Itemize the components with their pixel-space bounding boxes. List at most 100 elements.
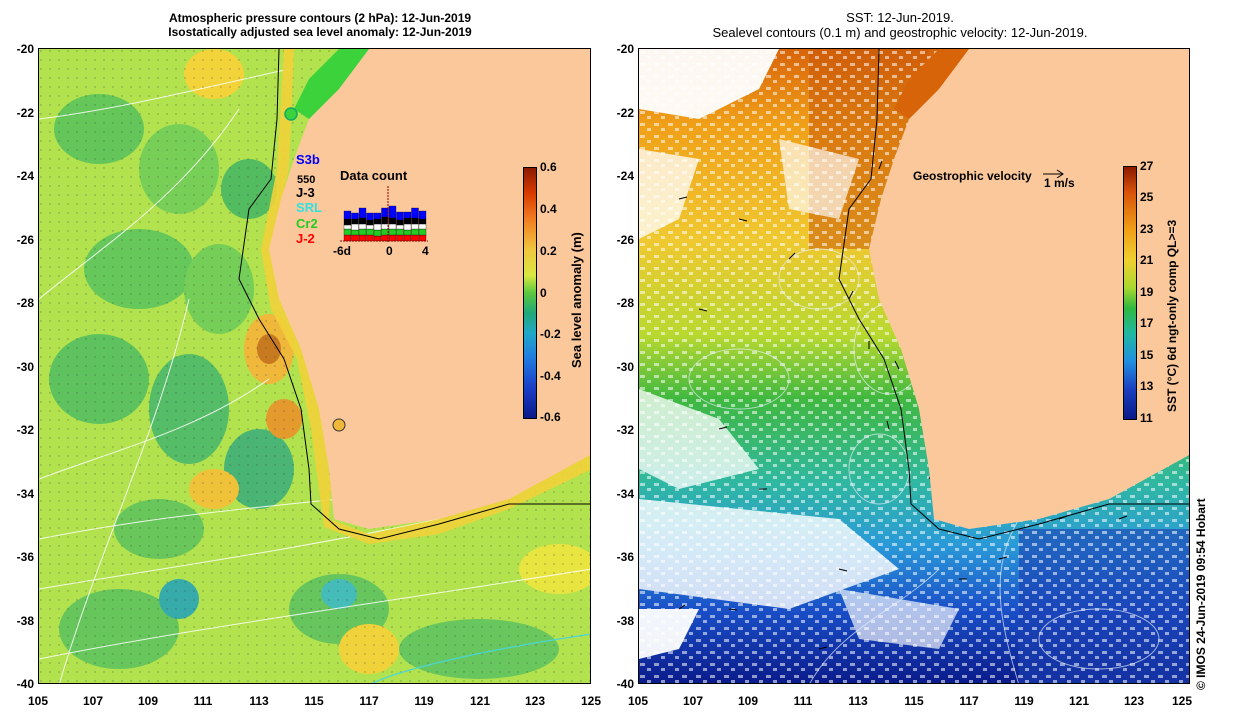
data-count-bar-segment bbox=[351, 212, 359, 220]
cbar-tick: 0.4 bbox=[540, 202, 557, 216]
pressure-contours bbox=[39, 68, 590, 683]
lon-tick: 109 bbox=[137, 694, 159, 708]
satellite-j2: J-2 bbox=[296, 231, 315, 246]
data-count-bar-segment bbox=[366, 234, 374, 242]
data-count-bar-segment bbox=[351, 234, 359, 242]
data-count-bar-segment bbox=[388, 223, 397, 230]
cbar-tick: 0.6 bbox=[540, 160, 557, 174]
lat-tick: -32 bbox=[616, 423, 634, 437]
lon-tick: 119 bbox=[1014, 694, 1034, 708]
lon-tick: 105 bbox=[27, 694, 49, 708]
data-count-bar-segment bbox=[373, 235, 382, 242]
lat-tick: -30 bbox=[16, 360, 34, 374]
right-title-line1: SST: 12-Jun-2019. bbox=[846, 10, 954, 25]
lon-tick: 115 bbox=[904, 694, 924, 708]
cbar-tick: -0.6 bbox=[540, 410, 561, 424]
right-panel-title: SST: 12-Jun-2019. Sealevel contours (0.1 … bbox=[620, 10, 1180, 40]
left-title-line1: Atmospheric pressure contours (2 hPa): 1… bbox=[168, 11, 472, 25]
data-count-bar-segment bbox=[411, 217, 419, 225]
data-count-bar-segment bbox=[366, 228, 374, 236]
data-count-number: 550 bbox=[297, 174, 316, 186]
data-count-bar-segment bbox=[358, 207, 367, 219]
satellite-srl: SRL bbox=[296, 200, 322, 215]
data-count-bar-segment bbox=[373, 218, 382, 225]
cbar-tick: 23 bbox=[1140, 222, 1154, 236]
data-count-bar-segment bbox=[396, 224, 404, 230]
cbar-tick: 0 bbox=[540, 286, 547, 300]
lat-tick: -30 bbox=[616, 360, 634, 374]
data-count-bar-segment bbox=[351, 218, 359, 225]
sla-colorbar bbox=[523, 167, 537, 419]
data-count-bar-segment bbox=[388, 234, 397, 242]
cbar-tick: 17 bbox=[1140, 316, 1154, 330]
data-count-bar-segment bbox=[396, 219, 404, 226]
lat-tick: -40 bbox=[616, 677, 634, 691]
data-count-bar-segment bbox=[381, 207, 389, 218]
data-count-bar-segment bbox=[403, 223, 412, 231]
lat-tick: -24 bbox=[16, 169, 34, 183]
cbar-tick: -0.4 bbox=[540, 369, 561, 383]
cbar-tick: 25 bbox=[1140, 190, 1154, 204]
data-count-bar-segment bbox=[418, 210, 427, 220]
data-count-bar-segment bbox=[343, 210, 352, 220]
data-count-bar-segment bbox=[381, 228, 389, 236]
data-count-bar-segment bbox=[381, 216, 389, 225]
data-count-bar-segment bbox=[403, 229, 412, 236]
lat-tick: -22 bbox=[16, 106, 34, 120]
data-count-bar-segment bbox=[343, 234, 352, 242]
lon-tick: 111 bbox=[193, 694, 213, 708]
data-count-bar-segment bbox=[373, 223, 382, 231]
lon-tick: 119 bbox=[414, 694, 434, 708]
left-panel-title: Atmospheric pressure contours (2 hPa): 1… bbox=[60, 11, 580, 39]
data-count-bar-segment bbox=[373, 229, 382, 237]
lat-tick: -26 bbox=[616, 233, 634, 247]
data-count-bar-segment bbox=[411, 223, 419, 230]
lon-tick: 113 bbox=[249, 694, 269, 708]
geostrophic-label: Geostrophic velocity bbox=[913, 169, 1032, 183]
lon-tick: 111 bbox=[793, 694, 813, 708]
sla-colorbar-label: Sea level anomaly (m) bbox=[569, 232, 584, 368]
data-count-bar-segment bbox=[358, 234, 367, 242]
tide-gauge-marker bbox=[332, 418, 346, 432]
lat-tick: -26 bbox=[16, 233, 34, 247]
lat-tick: -20 bbox=[16, 42, 34, 56]
data-count-bar-segment bbox=[351, 229, 359, 236]
data-count-bar-segment bbox=[418, 228, 427, 236]
imos-stamp: © IMOS 24-Jun-2019 09:54 Hobart bbox=[1194, 498, 1208, 690]
lat-tick: -36 bbox=[616, 550, 634, 564]
lat-tick: -32 bbox=[16, 423, 34, 437]
cbar-tick: -0.2 bbox=[540, 327, 561, 341]
data-count-bar-segment bbox=[358, 217, 367, 225]
data-count-bar-segment bbox=[358, 228, 367, 236]
lon-tick: 117 bbox=[359, 694, 379, 708]
data-count-bar-segment bbox=[411, 207, 419, 219]
data-count-bar-segment bbox=[343, 218, 352, 226]
lon-tick: 123 bbox=[1123, 694, 1145, 708]
lat-tick: -40 bbox=[16, 677, 34, 691]
data-count-bar-segment bbox=[403, 211, 412, 219]
cbar-tick: 21 bbox=[1140, 253, 1154, 267]
lon-tick: 125 bbox=[580, 694, 602, 708]
data-count-tick: 4 bbox=[422, 244, 429, 258]
data-count-bar-segment bbox=[418, 223, 427, 230]
data-count-bar-segment bbox=[411, 228, 419, 236]
sst-map bbox=[638, 48, 1190, 684]
data-count-bar-segment bbox=[366, 224, 374, 230]
cbar-tick: 27 bbox=[1140, 159, 1154, 173]
data-count-bar-segment bbox=[388, 205, 397, 219]
data-count-bar-segment bbox=[403, 234, 412, 242]
cbar-tick: 19 bbox=[1140, 285, 1154, 299]
data-count-bar-segment bbox=[396, 211, 404, 221]
data-count-bar-segment bbox=[418, 234, 427, 242]
sea-level-anomaly-map bbox=[38, 48, 591, 684]
data-count-bar-segment bbox=[358, 223, 367, 230]
data-count-bar-segment bbox=[411, 234, 419, 242]
data-count-bar-segment bbox=[388, 217, 397, 225]
lon-tick: 107 bbox=[82, 694, 104, 708]
lon-tick: 117 bbox=[959, 694, 979, 708]
lon-tick: 115 bbox=[304, 694, 324, 708]
data-count-tick: -6d bbox=[333, 244, 351, 258]
lon-tick: 109 bbox=[737, 694, 759, 708]
data-count-bars bbox=[340, 186, 428, 242]
satellite-s3b: S3b bbox=[296, 152, 320, 167]
